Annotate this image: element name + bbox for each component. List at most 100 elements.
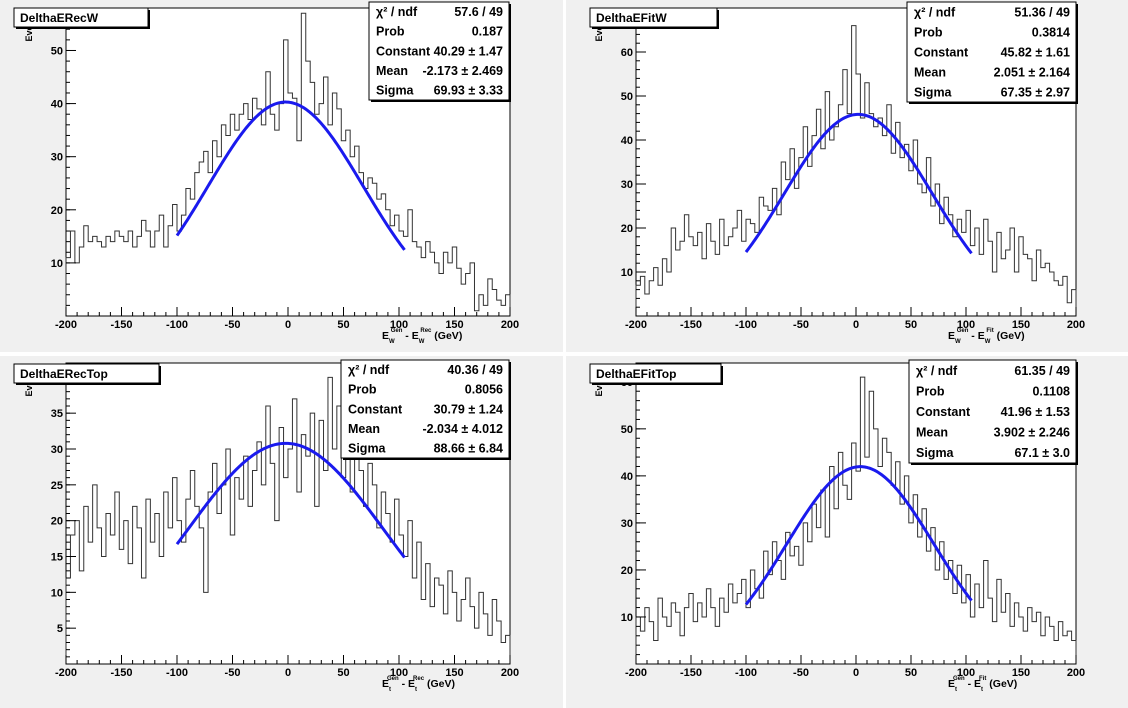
delthaefittop-x-axis-label-part: E — [948, 678, 955, 690]
delthaerectop-x-axis-label: EtGen - EtRec (GeV) — [382, 676, 455, 693]
delthaefitw-x-axis-label-part: Fit — [986, 328, 993, 334]
delthaefittop-title: DelthaEFitTop — [596, 367, 676, 381]
delthaerecw-stat-value: -2.173 ± 2.469 — [422, 64, 503, 78]
delthaerecw-x-tick-label: 200 — [501, 319, 519, 331]
delthaerecw-stat-label: χ² / ndf — [376, 5, 418, 19]
delthaefittop-stat-value: 61.35 / 49 — [1014, 364, 1070, 378]
delthaerecw-x-tick-label: 150 — [445, 319, 463, 331]
delthaerectop-stat-value: 40.36 / 49 — [447, 363, 503, 377]
delthaerectop-x-tick-label: -200 — [55, 667, 77, 679]
delthaefittop-histogram-line — [635, 376, 1077, 664]
delthaerectop-stat-value: -2.034 ± 4.012 — [422, 422, 503, 436]
delthaerectop-title: DelthaERecTop — [20, 367, 108, 381]
delthaefittop-x-tick-label: -150 — [680, 667, 702, 679]
delthaefitw-title: DelthaEFitW — [596, 11, 667, 25]
delthaefitw-x-axis-label-part: W — [955, 339, 961, 345]
delthaefitw-x-tick-label: 200 — [1067, 319, 1085, 331]
plot-panel-delthaerecw: -200-150-100-500501001502001020304050Eve… — [0, 0, 563, 352]
delthaefittop-stat-label: χ² / ndf — [916, 364, 958, 378]
delthaefitw-y-tick-label: 50 — [621, 91, 633, 103]
delthaefitw-x-tick-label: 150 — [1012, 319, 1030, 331]
delthaerecw-y-tick-label: 10 — [51, 258, 63, 270]
plot-panel-delthaefitw: -200 -150 -100 -50 0 50 100 150 200 10 20 30 40 50 60 E… — [566, 0, 1128, 352]
delthaefittop-y-tick-label: 10 — [621, 612, 633, 624]
delthaefittop-stat-label: Mean — [916, 426, 948, 440]
delthaerectop-x-tick-label: 100 — [390, 667, 408, 679]
delthaefittop-stat-value: 3.902 ± 2.246 — [994, 426, 1070, 440]
delthaefittop-stat-value: 41.96 ± 1.53 — [1001, 405, 1070, 419]
delthaefittop-x-tick-label: 100 — [957, 667, 975, 679]
delthaerectop-x-axis-label-part: - E — [399, 678, 415, 690]
delthaefitw-histogram-line — [635, 25, 1077, 316]
delthaefitw-stats-box — [906, 1, 1077, 103]
delthaerectop-x-tick-label: -50 — [225, 667, 241, 679]
delthaefitw-x-axis-label-part: W — [985, 339, 991, 345]
delthaerecw-stat-value: 57.6 / 49 — [454, 5, 503, 19]
delthaerecw-x-axis-label-part: W — [389, 339, 395, 345]
delthaefitw-x-tick-label: -100 — [735, 319, 757, 331]
delthaerecw-x-axis-label: EWGen - EWRec (GeV) — [382, 328, 462, 345]
delthaefitw-stat-value: 2.051 ± 2.164 — [994, 65, 1070, 79]
delthaerectop-x-tick-label: 150 — [445, 667, 463, 679]
delthaerectop-y-tick-label: 15 — [51, 552, 63, 564]
delthaefitw-y-tick-label: 10 — [621, 267, 633, 279]
delthaerecw-histogram-line — [65, 12, 511, 316]
delthaerectop-y-tick-label: 5 — [57, 623, 63, 635]
delthaefittop-stat-label: Constant — [916, 405, 971, 419]
delthaefittop-title-box — [589, 363, 722, 384]
delthaefittop-x-tick-label: 150 — [1012, 667, 1030, 679]
delthaerectop-x-tick-label: -150 — [110, 667, 132, 679]
delthaerecw-x-tick-label: -50 — [225, 319, 241, 331]
delthaefitw-stat-label: Mean — [914, 65, 946, 79]
delthaefitw-stat-label: χ² / ndf — [914, 5, 956, 19]
delthaefittop-stat-label: Prob — [916, 384, 945, 398]
delthaerecw-stats-box — [368, 1, 510, 101]
delthaefitw-y-tick-label: 60 — [621, 47, 633, 59]
delthaerectop-x-axis-label-part: Rec — [413, 676, 425, 682]
delthaerecw-x-axis-label-part: Gen — [391, 328, 403, 334]
delthaerecw-x-axis-label-part: E — [382, 330, 389, 342]
delthaefittop-stat-value: 67.1 ± 3.0 — [1014, 446, 1070, 460]
delthaerecw-stat-value: 0.187 — [472, 25, 503, 39]
delthaerectop-y-tick-label: 35 — [51, 408, 63, 420]
delthaerectop-x-axis-label-part: t — [389, 687, 391, 693]
delthaerectop-y-tick-label: 20 — [51, 516, 63, 528]
delthaerecw-x-tick-label: 100 — [390, 319, 408, 331]
delthaerectop-x-tick-label: -100 — [166, 667, 188, 679]
delthaerecw-title-box — [13, 7, 149, 28]
delthaerectop-stat-label: Mean — [348, 422, 380, 436]
delthaerectop-x-axis-label-part: t — [415, 687, 417, 693]
delthaerecw-x-tick-label: 0 — [285, 319, 291, 331]
delthaefittop-y-tick-label: 30 — [621, 518, 633, 530]
delthaerectop-x-tick-label: 50 — [337, 667, 349, 679]
delthaefittop-stat-value: 0.1108 — [1032, 384, 1070, 398]
delthaefitw-x-axis-label-part: E — [948, 330, 955, 342]
delthaefitw-stat-label: Constant — [914, 45, 969, 59]
delthaefitw-stat-value: 0.3814 — [1032, 25, 1070, 39]
delthaerecw-x-axis-label-part: - E — [402, 330, 418, 342]
delthaefittop-x-tick-label: 0 — [853, 667, 859, 679]
delthaefitw-y-tick-label: 30 — [621, 179, 633, 191]
delthaerecw-x-tick-label: -200 — [55, 319, 77, 331]
delthaerectop-y-tick-label: 30 — [51, 444, 63, 456]
delthaerectop-stat-label: Prob — [348, 383, 377, 397]
delthaerectop-x-axis-label-part: Gen — [387, 676, 399, 682]
delthaerectop-stat-value: 0.8056 — [465, 383, 503, 397]
delthaerecw-stat-label: Constant — [376, 44, 431, 58]
delthaefitw-gaussian-fit-curve — [744, 112, 973, 255]
delthaerecw-x-tick-label: 50 — [337, 319, 349, 331]
delthaefitw-title-box — [589, 7, 718, 28]
delthaerecw-stat-label: Sigma — [376, 84, 415, 98]
delthaefitw-stat-label: Sigma — [914, 85, 953, 99]
delthaerectop-x-axis-label-part: (GeV) — [424, 678, 455, 690]
delthaefittop-y-tick-label: 50 — [621, 424, 633, 436]
delthaerecw-x-axis-label-part: (GeV) — [431, 330, 462, 342]
delthaerectop-y-tick-label: 25 — [51, 480, 63, 492]
delthaerectop-stat-label: Constant — [348, 402, 403, 416]
delthaefitw-x-axis-label: EWGen - EWFit (GeV) — [948, 328, 1025, 345]
delthaefittop-x-axis-label-part: - E — [965, 678, 981, 690]
delthaefitw-x-tick-label: -50 — [793, 319, 809, 331]
delthaefittop-stats-box — [908, 359, 1077, 464]
delthaerecw-x-axis-label-part: W — [419, 339, 425, 345]
delthaefitw-stat-value: 67.35 ± 2.97 — [1001, 85, 1070, 99]
